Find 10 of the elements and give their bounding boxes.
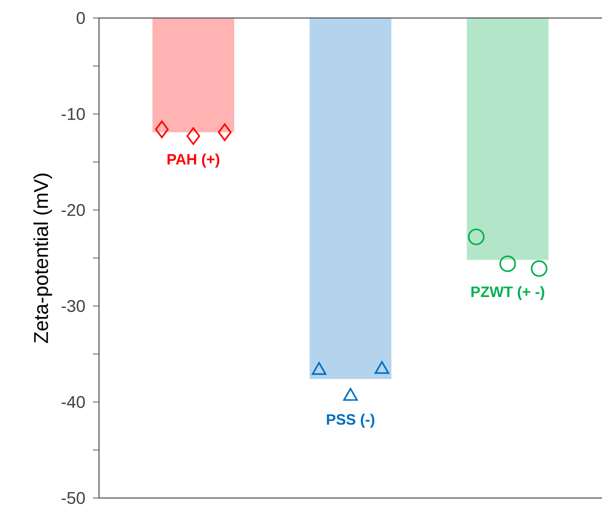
annotation: PSS (-) <box>326 414 374 428</box>
y-tick-label: -40 <box>62 396 85 408</box>
y-tick-label: -50 <box>62 492 85 504</box>
annotation: PZWT (+ -) <box>471 286 544 300</box>
y-tick-label: -20 <box>62 204 85 216</box>
annotation: PAH (+) <box>168 154 220 168</box>
y-tick-label: 0 <box>76 12 85 24</box>
y-tick-label: -10 <box>62 108 85 120</box>
y-tick-label: -30 <box>62 300 85 312</box>
y-axis-title: Zeta-potential (mV) <box>33 174 52 343</box>
